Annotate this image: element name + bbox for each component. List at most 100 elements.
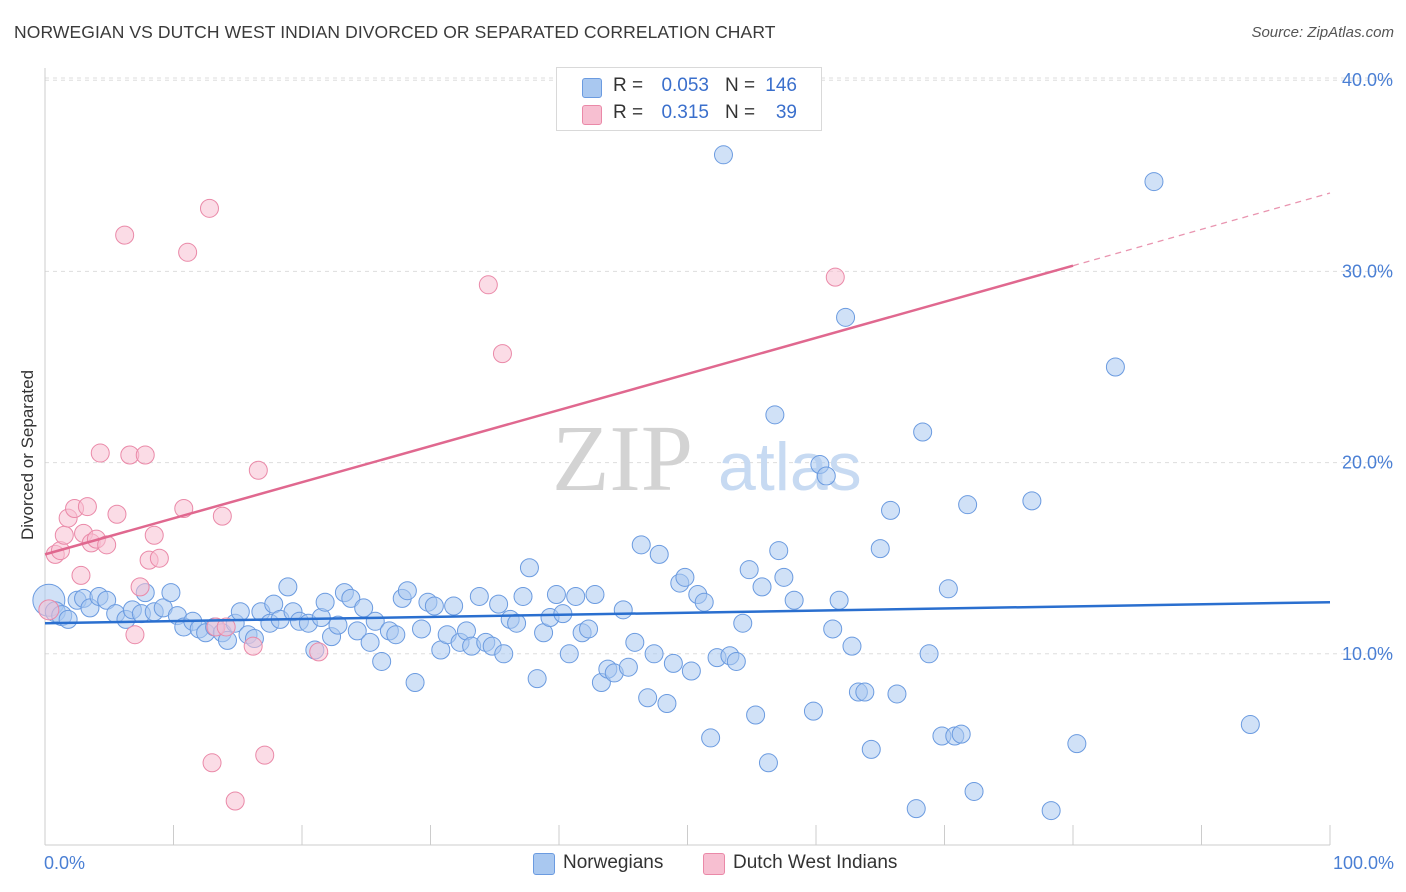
data-point bbox=[212, 506, 232, 526]
data-point bbox=[579, 619, 599, 639]
data-point bbox=[519, 558, 539, 578]
stats-row-dutch-west-indians: R = 0.315 N = 39 bbox=[557, 100, 821, 128]
data-point bbox=[412, 619, 432, 639]
data-point bbox=[248, 460, 268, 480]
data-point bbox=[758, 753, 778, 773]
watermark: ZIP atlas bbox=[552, 407, 862, 511]
stats-row-norwegians: R = 0.053 N = 146 bbox=[557, 73, 821, 101]
data-point bbox=[825, 267, 845, 287]
data-point bbox=[71, 565, 91, 585]
data-point bbox=[803, 701, 823, 721]
data-point bbox=[135, 445, 155, 465]
data-point bbox=[829, 590, 849, 610]
data-point bbox=[1022, 491, 1042, 511]
data-point bbox=[881, 500, 901, 520]
data-point bbox=[115, 225, 135, 245]
legend-label: Norwegians bbox=[563, 852, 664, 873]
data-point bbox=[675, 567, 695, 587]
data-point bbox=[199, 198, 219, 218]
data-point bbox=[585, 585, 605, 605]
data-point bbox=[631, 535, 651, 555]
axes bbox=[44, 68, 1331, 846]
x-tick-label: 100.0% bbox=[1333, 853, 1394, 873]
y-tick-label: 20.0% bbox=[1342, 453, 1393, 473]
n-label: N = bbox=[725, 102, 756, 123]
data-point bbox=[769, 541, 789, 561]
data-point bbox=[836, 307, 856, 327]
data-point bbox=[855, 682, 875, 702]
data-point bbox=[733, 613, 753, 633]
data-point bbox=[618, 657, 638, 677]
data-point bbox=[372, 651, 392, 671]
data-point bbox=[657, 694, 677, 714]
data-point bbox=[1105, 357, 1125, 377]
blue-swatch-icon bbox=[533, 853, 555, 875]
data-point bbox=[951, 724, 971, 744]
data-point bbox=[492, 344, 512, 364]
data-point bbox=[309, 642, 329, 662]
data-point bbox=[386, 625, 406, 645]
data-point bbox=[527, 669, 547, 689]
data-point bbox=[887, 684, 907, 704]
data-point bbox=[107, 504, 127, 524]
chart-legend: Norwegians Dutch West Indians bbox=[0, 851, 1406, 877]
data-point bbox=[663, 653, 683, 673]
data-point bbox=[494, 644, 514, 664]
data-point bbox=[644, 644, 664, 664]
watermark-zip: ZIP bbox=[552, 407, 693, 511]
data-point bbox=[489, 594, 509, 614]
data-point bbox=[919, 644, 939, 664]
data-point bbox=[58, 609, 78, 629]
r-label: R = bbox=[613, 102, 644, 123]
data-point bbox=[726, 651, 746, 671]
data-point bbox=[1067, 734, 1087, 754]
data-point bbox=[613, 600, 633, 620]
pink-swatch-icon bbox=[703, 853, 725, 875]
data-point bbox=[225, 791, 245, 811]
x-tick-label: 0.0% bbox=[44, 853, 85, 873]
tick-labels: 10.0% 20.0% 30.0% 40.0% 0.0% 100.0% bbox=[44, 70, 1394, 873]
data-point bbox=[125, 625, 145, 645]
data-point bbox=[130, 577, 150, 597]
data-point bbox=[739, 560, 759, 580]
data-point bbox=[255, 745, 275, 765]
data-point bbox=[149, 548, 169, 568]
data-point bbox=[424, 596, 444, 616]
series-dutch-west-indians bbox=[38, 198, 845, 811]
y-tick-label: 40.0% bbox=[1342, 70, 1393, 90]
data-point bbox=[823, 619, 843, 639]
data-point bbox=[278, 577, 298, 597]
data-point bbox=[202, 753, 222, 773]
data-point bbox=[816, 466, 836, 486]
data-point bbox=[77, 497, 97, 517]
trend-line-extension bbox=[1072, 192, 1331, 267]
pink-swatch-icon bbox=[582, 105, 602, 125]
data-point bbox=[507, 613, 527, 633]
data-point bbox=[328, 615, 348, 635]
data-point bbox=[746, 705, 766, 725]
data-point bbox=[964, 781, 984, 801]
data-point bbox=[216, 617, 236, 637]
watermark-atlas: atlas bbox=[718, 429, 862, 505]
legend-label: Dutch West Indians bbox=[733, 852, 898, 873]
trend-line bbox=[44, 264, 1074, 556]
data-point bbox=[559, 644, 579, 664]
data-point bbox=[38, 599, 60, 621]
r-value: 0.053 bbox=[661, 75, 709, 96]
y-tick-label: 30.0% bbox=[1342, 261, 1393, 281]
chart-title: NORWEGIAN VS DUTCH WEST INDIAN DIVORCED … bbox=[14, 22, 776, 42]
n-value: 39 bbox=[775, 102, 797, 123]
data-point bbox=[784, 590, 804, 610]
n-label: N = bbox=[725, 75, 756, 96]
data-point bbox=[870, 539, 890, 559]
data-point bbox=[681, 661, 701, 681]
data-point bbox=[54, 525, 74, 545]
data-point bbox=[178, 242, 198, 262]
trend-line bbox=[44, 600, 1331, 625]
data-point bbox=[341, 588, 361, 608]
r-label: R = bbox=[613, 75, 644, 96]
data-point bbox=[397, 581, 417, 601]
stats-box: R = 0.053 N = 146 R = 0.315 N = 39 bbox=[556, 67, 822, 131]
data-point bbox=[444, 596, 464, 616]
